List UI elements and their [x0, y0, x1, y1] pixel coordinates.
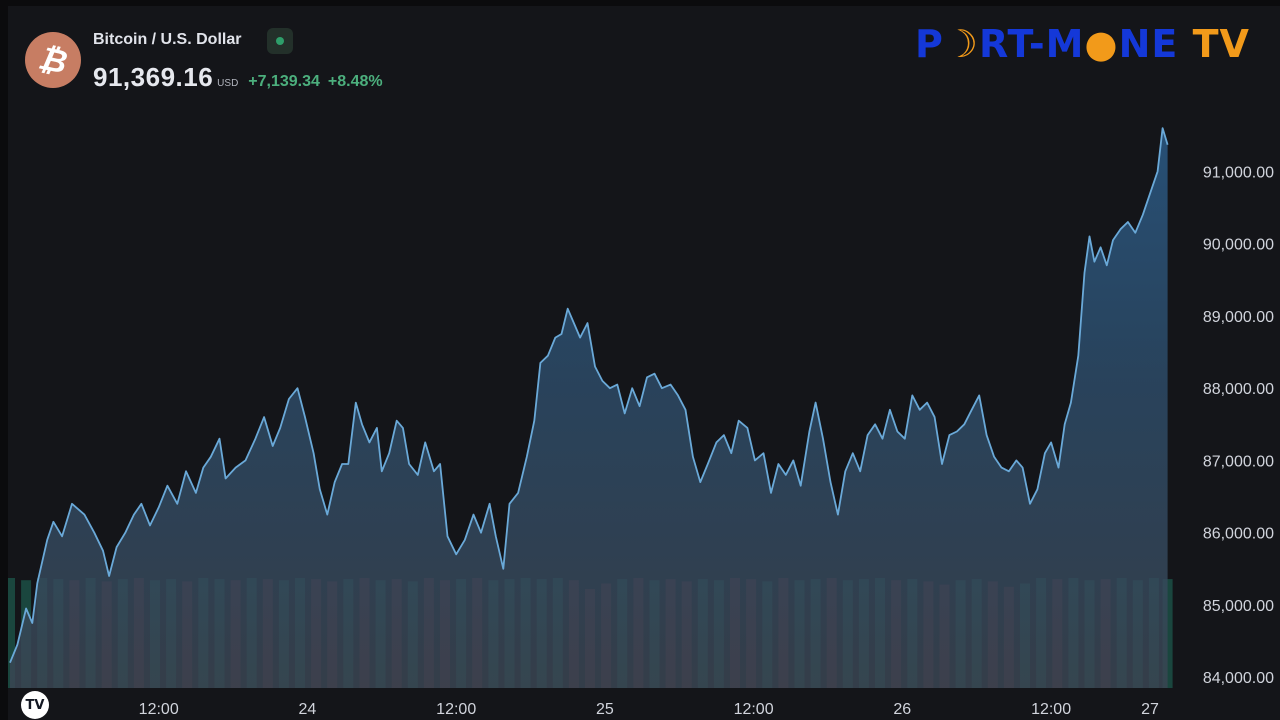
- x-tick-label: 26: [893, 701, 911, 718]
- bitcoin-coin-icon: ₿: [25, 32, 81, 88]
- y-tick-label: 87,000.00: [1203, 453, 1274, 470]
- x-tick-label: 12:00: [1031, 701, 1071, 718]
- x-tick-label: 12:00: [436, 701, 476, 718]
- bitcoin-glyph: ₿: [35, 38, 71, 82]
- y-tick-label: 89,000.00: [1203, 309, 1274, 326]
- x-tick-label: 27: [1141, 701, 1159, 718]
- y-tick-label: 86,000.00: [1203, 526, 1274, 543]
- x-tick-label: 12:00: [139, 701, 179, 718]
- price-currency: USD: [217, 78, 239, 89]
- y-tick-label: 84,000.00: [1203, 670, 1274, 687]
- price-line: [9, 127, 1169, 664]
- y-tick-label: 88,000.00: [1203, 381, 1274, 398]
- market-open-dot-icon: [276, 37, 284, 45]
- price-row: 91,369.16 USD +7,139.34 +8.48%: [93, 62, 391, 93]
- time-axis[interactable]: 12:00 24 12:00 25 12:00 26 12:00 27: [139, 701, 1159, 718]
- frame-top: [0, 0, 1280, 6]
- price-change-absolute: +7,139.34: [248, 73, 320, 90]
- symbol-title[interactable]: Bitcoin / U.S. Dollar: [93, 31, 242, 48]
- tradingview-logo-icon[interactable]: TV: [21, 691, 49, 719]
- price-area-fill: [10, 128, 1168, 689]
- y-tick-label: 91,000.00: [1203, 164, 1274, 181]
- x-tick-label: 25: [596, 701, 614, 718]
- market-status-badge[interactable]: [267, 28, 293, 54]
- x-tick-label: 12:00: [734, 701, 774, 718]
- port-mone-tv-logo: P☽RT-M●NE TV: [915, 22, 1250, 66]
- y-tick-label: 85,000.00: [1203, 598, 1274, 615]
- price-axis[interactable]: 84,000.00 85,000.00 86,000.00 87,000.00 88,0…: [1203, 164, 1274, 687]
- volume-bar: [5, 578, 15, 688]
- frame-edge: [0, 0, 8, 720]
- y-tick-label: 90,000.00: [1203, 237, 1274, 254]
- last-price: 91,369.16: [93, 62, 214, 92]
- price-change-percent: +8.48%: [327, 73, 383, 90]
- x-tick-label: 24: [299, 701, 317, 718]
